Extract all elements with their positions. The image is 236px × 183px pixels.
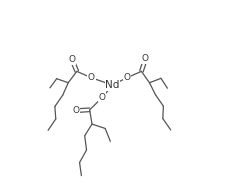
Text: Nd: Nd bbox=[105, 80, 120, 90]
Text: O: O bbox=[68, 55, 75, 64]
Text: O: O bbox=[72, 106, 79, 115]
Text: O: O bbox=[88, 73, 95, 82]
Text: O: O bbox=[99, 93, 106, 102]
Text: O: O bbox=[142, 54, 149, 64]
Text: O: O bbox=[123, 73, 130, 82]
